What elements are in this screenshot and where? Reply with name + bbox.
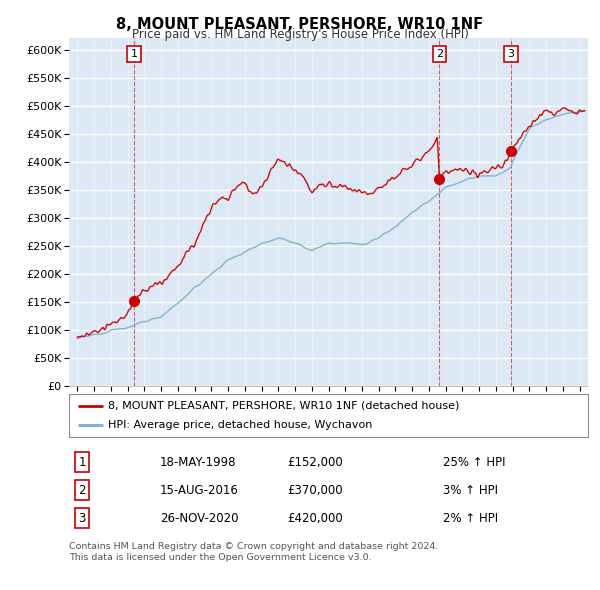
Text: Contains HM Land Registry data © Crown copyright and database right 2024.: Contains HM Land Registry data © Crown c…	[69, 542, 439, 550]
Text: 1: 1	[78, 456, 86, 469]
Text: 26-NOV-2020: 26-NOV-2020	[160, 512, 238, 525]
Text: 3% ↑ HPI: 3% ↑ HPI	[443, 484, 497, 497]
Text: 25% ↑ HPI: 25% ↑ HPI	[443, 456, 505, 469]
Text: £420,000: £420,000	[287, 512, 343, 525]
Text: 2: 2	[78, 484, 86, 497]
Text: 15-AUG-2016: 15-AUG-2016	[160, 484, 239, 497]
Text: £152,000: £152,000	[287, 456, 343, 469]
Text: 3: 3	[78, 512, 86, 525]
Text: HPI: Average price, detached house, Wychavon: HPI: Average price, detached house, Wych…	[108, 420, 372, 430]
Text: 18-MAY-1998: 18-MAY-1998	[160, 456, 236, 469]
Text: Price paid vs. HM Land Registry's House Price Index (HPI): Price paid vs. HM Land Registry's House …	[131, 28, 469, 41]
Text: 1: 1	[130, 49, 137, 59]
Text: 2: 2	[436, 49, 443, 59]
Text: £370,000: £370,000	[288, 484, 343, 497]
Text: 2% ↑ HPI: 2% ↑ HPI	[443, 512, 498, 525]
Text: 3: 3	[508, 49, 514, 59]
Text: 8, MOUNT PLEASANT, PERSHORE, WR10 1NF: 8, MOUNT PLEASANT, PERSHORE, WR10 1NF	[116, 17, 484, 31]
Text: 8, MOUNT PLEASANT, PERSHORE, WR10 1NF (detached house): 8, MOUNT PLEASANT, PERSHORE, WR10 1NF (d…	[108, 401, 460, 411]
Text: This data is licensed under the Open Government Licence v3.0.: This data is licensed under the Open Gov…	[69, 553, 371, 562]
